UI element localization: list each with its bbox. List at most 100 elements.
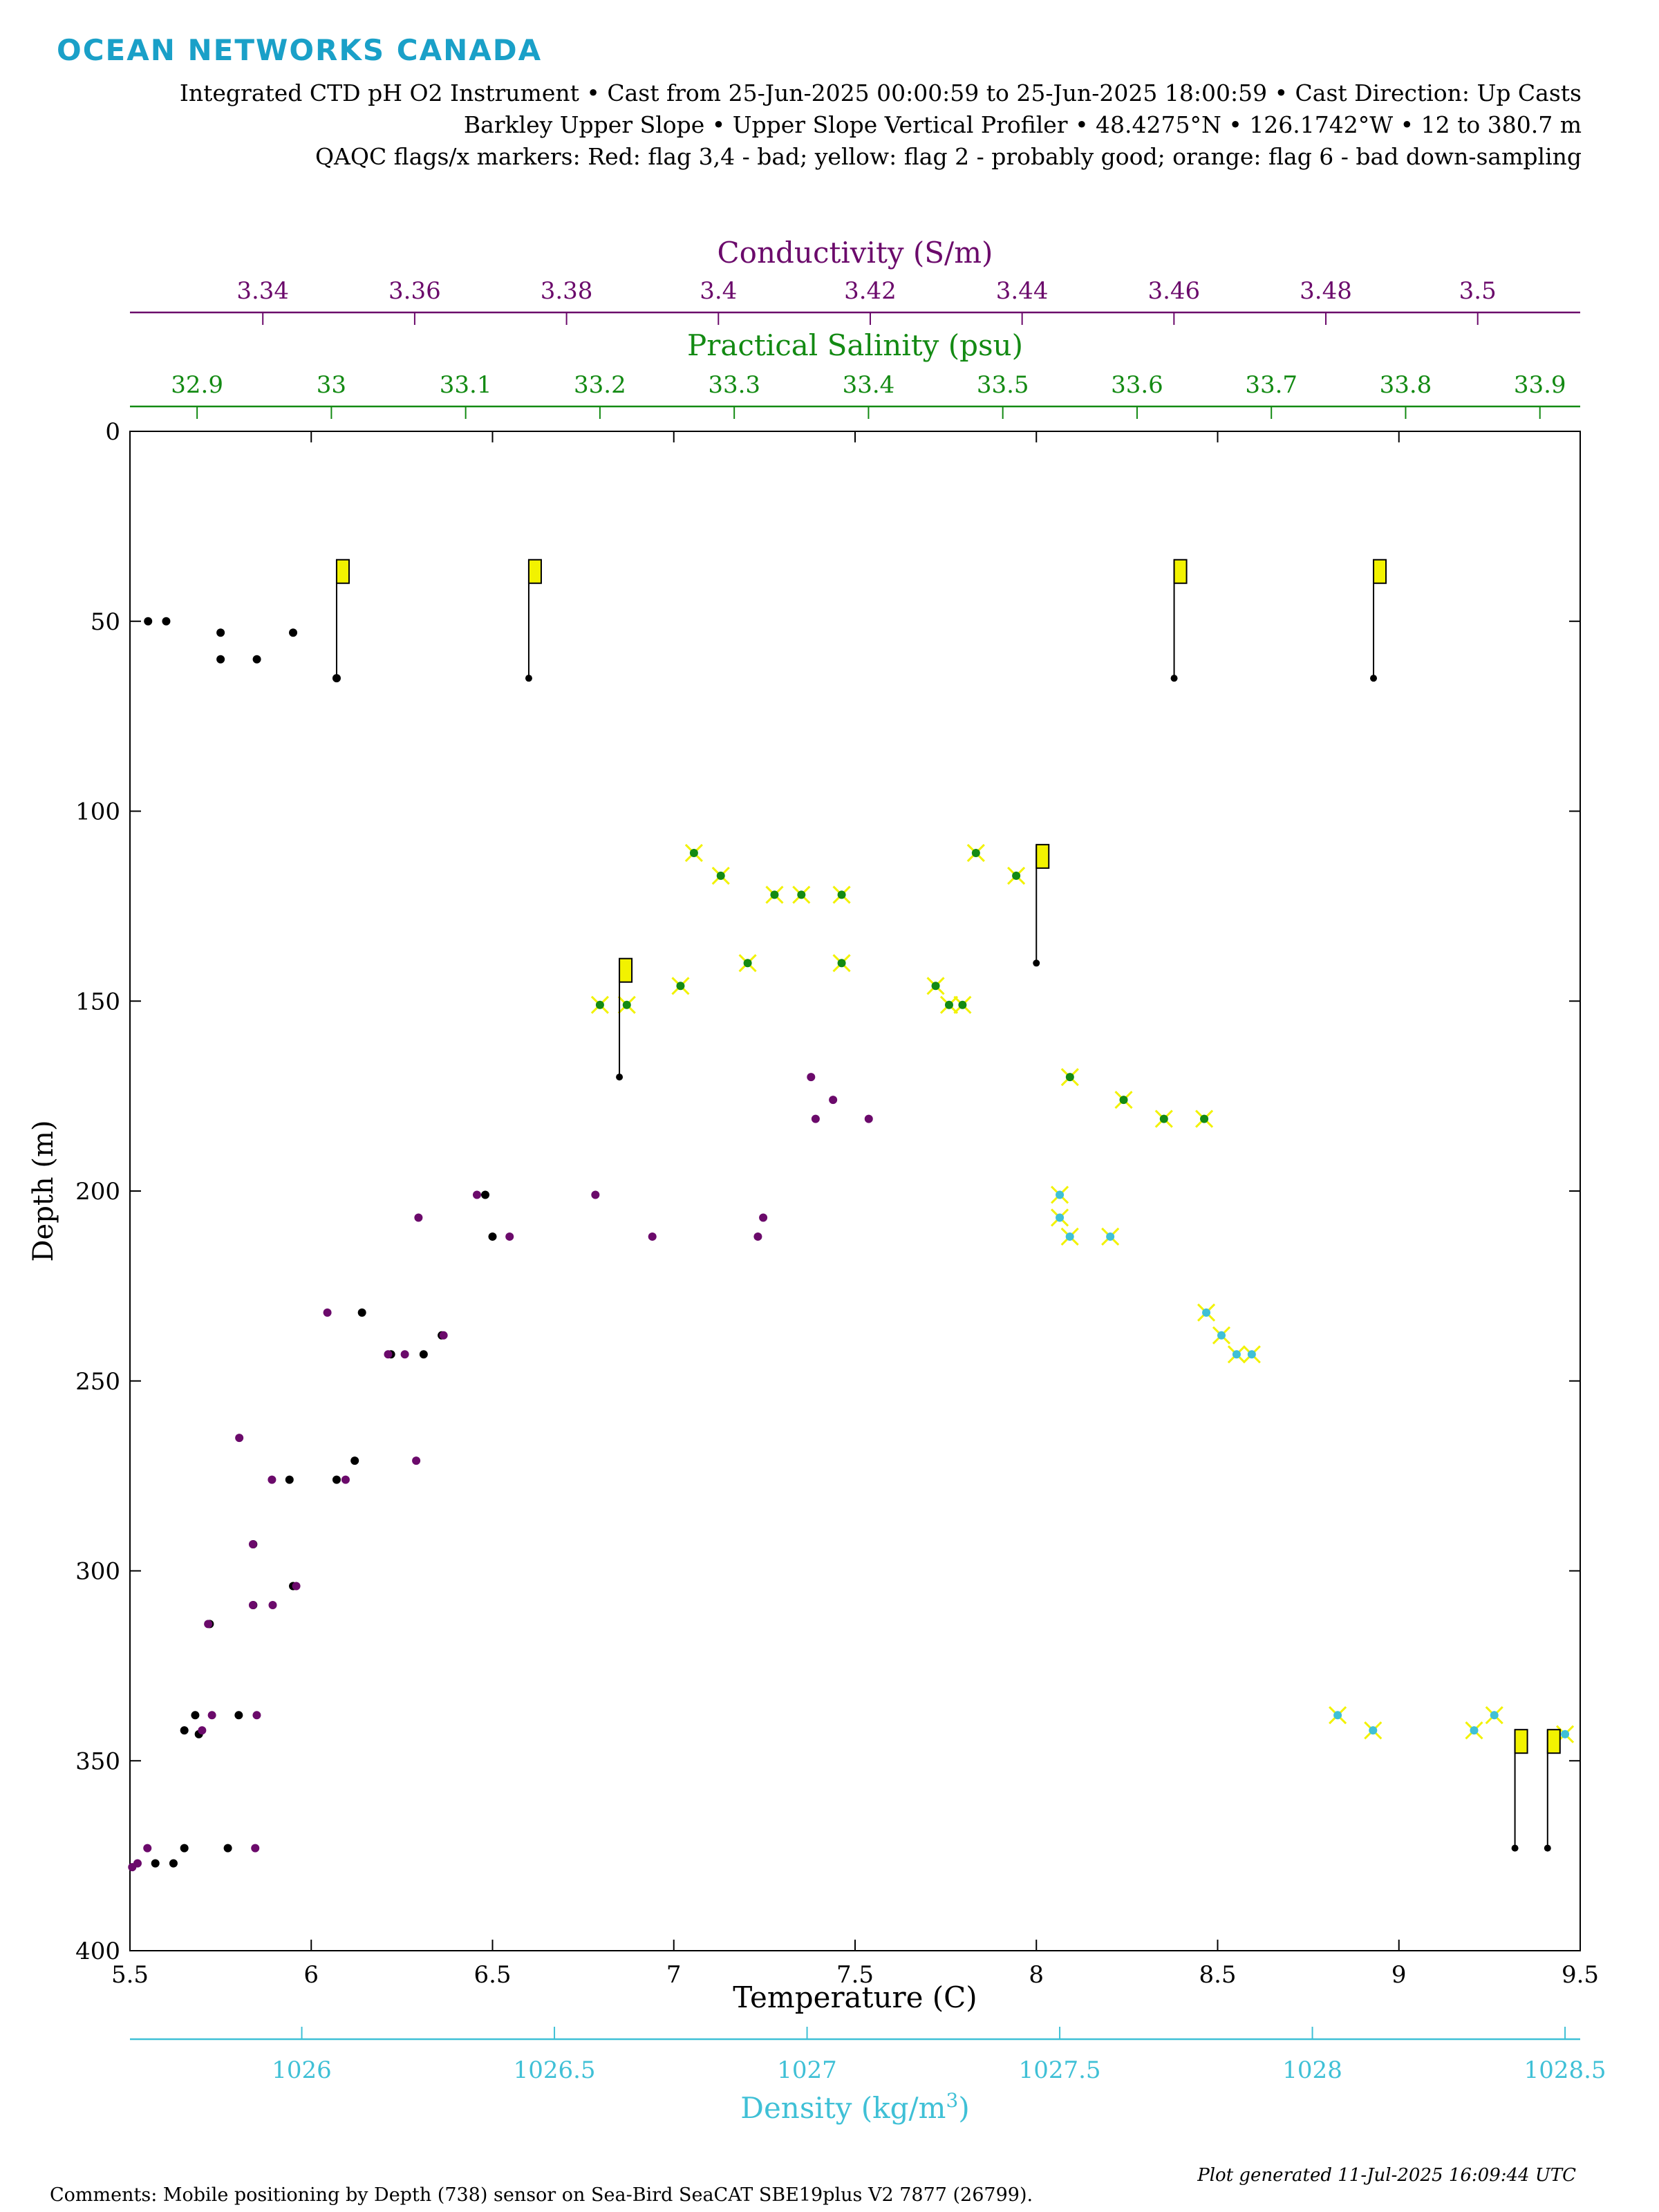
salinity-point [958, 1000, 967, 1009]
salinity-point [716, 871, 725, 880]
salinity-tick-label: 33 [317, 371, 346, 399]
salinity-point [770, 890, 779, 899]
ocean-networks-canada-logo: OCEAN NETWORKS CANADA [57, 33, 543, 67]
temperature-point [252, 655, 261, 664]
qaqc-flag [619, 957, 633, 983]
depth-tick-label: 150 [75, 988, 120, 1015]
conductivity-point [439, 1331, 448, 1340]
conductivity-point [753, 1232, 762, 1241]
density-tick-label: 1028.5 [1524, 2056, 1606, 2084]
depth-tick-label: 300 [75, 1558, 120, 1586]
salinity-tick-label: 33.2 [574, 371, 626, 399]
qaqc-flag-point [1511, 1844, 1519, 1852]
density-point [1217, 1331, 1226, 1340]
conductivity-point [292, 1582, 301, 1591]
salinity-tick-label: 33.4 [843, 371, 895, 399]
conductivity-point [341, 1475, 350, 1484]
salinity-tick-label: 33.6 [1111, 371, 1163, 399]
salinity-point [622, 1000, 631, 1009]
temperature-tick-label: 8.5 [1199, 1961, 1236, 1989]
qaqc-flag-point [1544, 1844, 1551, 1852]
conductivity-axis-label: Conductivity (S/m) [718, 236, 993, 270]
salinity-tick-label: 33.3 [708, 371, 760, 399]
qaqc-flag [335, 559, 350, 584]
conductivity-tick-label: 3.46 [1147, 277, 1200, 305]
plot-frame [129, 431, 1581, 1951]
conductivity-point [864, 1114, 873, 1123]
temperature-tick-label: 7.5 [836, 1961, 874, 1989]
salinity-tick-label: 33.7 [1245, 371, 1297, 399]
temperature-point [162, 617, 171, 626]
density-tick-label: 1026.5 [514, 2056, 596, 2084]
salinity-point [1065, 1073, 1074, 1082]
conductivity-point [248, 1600, 257, 1609]
conductivity-tick-label: 3.38 [541, 277, 593, 305]
temperature-tick-label: 8 [1029, 1961, 1044, 1989]
conductivity-tick-label: 3.34 [236, 277, 289, 305]
conductivity-point [235, 1434, 244, 1443]
temperature-point [289, 628, 298, 637]
temperature-point [285, 1475, 294, 1484]
salinity-axis-label: Practical Salinity (psu) [687, 328, 1023, 362]
conductivity-point [811, 1114, 820, 1123]
salinity-tick-label: 33.5 [977, 371, 1029, 399]
conductivity-tick-label: 3.5 [1459, 277, 1497, 305]
depth-tick-label: 200 [75, 1178, 120, 1206]
temperature-point [191, 1711, 200, 1720]
salinity-point [1012, 871, 1021, 880]
conductivity-point [143, 1844, 152, 1853]
density-tick-label: 1026 [272, 2056, 332, 2084]
salinity-point [1119, 1096, 1128, 1105]
temperature-point [357, 1308, 366, 1317]
density-point [1232, 1350, 1241, 1359]
conductivity-point [591, 1190, 600, 1199]
temperature-point [169, 1859, 178, 1868]
salinity-point [837, 890, 846, 899]
density-point [1056, 1190, 1065, 1199]
conductivity-point [251, 1844, 260, 1853]
temperature-point [234, 1711, 243, 1720]
depth-tick-label: 0 [105, 418, 120, 446]
salinity-point [837, 959, 846, 968]
qaqc-flag-point [1170, 675, 1178, 682]
salinity-point [1200, 1114, 1209, 1123]
salinity-point [971, 848, 980, 857]
salinity-tick-label: 33.9 [1514, 371, 1566, 399]
conductivity-tick-label: 3.44 [996, 277, 1049, 305]
density-point [1369, 1726, 1378, 1735]
temperature-tick-label: 9.5 [1562, 1961, 1599, 1989]
conductivity-point [248, 1540, 257, 1549]
qaqc-flag-point [616, 1074, 624, 1081]
temperature-point [180, 1726, 189, 1735]
density-point [1056, 1213, 1065, 1222]
conductivity-tick-label: 3.36 [388, 277, 441, 305]
conductivity-tick-label: 3.4 [700, 277, 737, 305]
qaqc-flag [1173, 559, 1188, 584]
conductivity-point [400, 1350, 409, 1359]
density-tick-label: 1028 [1282, 2056, 1342, 2084]
conductivity-point [252, 1711, 261, 1720]
density-point [1561, 1730, 1570, 1738]
conductivity-point [198, 1726, 207, 1735]
header-location-line: Barkley Upper Slope • Upper Slope Vertic… [463, 111, 1582, 138]
temperature-point [481, 1190, 490, 1199]
qaqc-flag [1373, 559, 1387, 584]
temperature-point [151, 1859, 160, 1868]
depth-axis-label: Depth (m) [28, 1120, 59, 1262]
conductivity-point [648, 1232, 657, 1241]
temperature-point [488, 1232, 497, 1241]
density-tick-label: 1027 [777, 2056, 837, 2084]
temperature-point [223, 1844, 232, 1853]
conductivity-point [384, 1350, 393, 1359]
temperature-point [144, 617, 153, 626]
conductivity-point [323, 1308, 332, 1317]
header-instrument-line: Integrated CTD pH O2 Instrument • Cast f… [179, 79, 1582, 106]
comments-text: Comments: Mobile positioning by Depth (7… [50, 2184, 1033, 2206]
conductivity-point [807, 1073, 816, 1082]
temperature-axis-label: Temperature (C) [733, 1980, 977, 2014]
salinity-point [743, 959, 752, 968]
temperature-point [180, 1844, 189, 1853]
density-point [1470, 1726, 1479, 1735]
depth-tick-label: 100 [75, 798, 120, 826]
